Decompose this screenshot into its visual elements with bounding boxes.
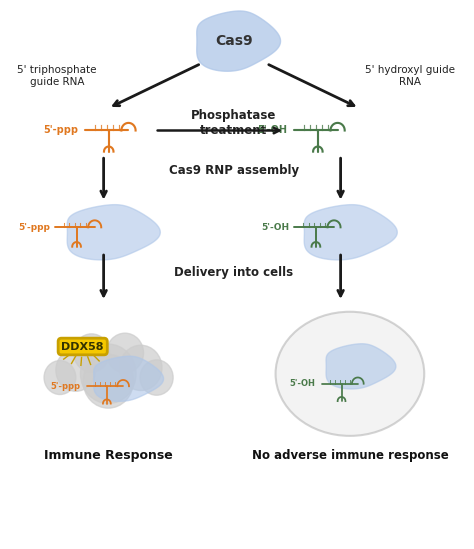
Text: Phosphatase
treatment: Phosphatase treatment [191, 109, 276, 137]
Text: No adverse immune response: No adverse immune response [252, 449, 448, 462]
Text: Cas9: Cas9 [215, 34, 253, 48]
Ellipse shape [275, 312, 424, 436]
Polygon shape [94, 356, 164, 401]
Circle shape [140, 360, 173, 395]
Circle shape [56, 349, 96, 391]
Circle shape [81, 344, 136, 404]
Polygon shape [67, 205, 160, 260]
Text: 5'-OH: 5'-OH [289, 379, 315, 388]
Text: 5'-ppp: 5'-ppp [43, 126, 78, 136]
Circle shape [44, 361, 76, 395]
Text: DDX58: DDX58 [62, 341, 104, 351]
Text: 5' hydroxyl guide
RNA: 5' hydroxyl guide RNA [365, 65, 456, 87]
Polygon shape [326, 344, 396, 389]
Text: 5'-ppp: 5'-ppp [50, 382, 81, 391]
Circle shape [73, 334, 109, 372]
Text: Immune Response: Immune Response [44, 449, 173, 462]
Text: 5'-ppp: 5'-ppp [18, 223, 50, 232]
Circle shape [119, 345, 162, 390]
Text: 5'-OH: 5'-OH [257, 126, 287, 136]
Text: 5'-OH: 5'-OH [261, 223, 290, 232]
Text: Cas9 RNP assembly: Cas9 RNP assembly [169, 164, 299, 177]
Circle shape [107, 333, 144, 373]
Text: 5' triphosphate
guide RNA: 5' triphosphate guide RNA [18, 65, 97, 87]
Text: Delivery into cells: Delivery into cells [174, 266, 293, 278]
Circle shape [83, 354, 133, 408]
Polygon shape [304, 205, 397, 260]
Polygon shape [197, 11, 281, 71]
